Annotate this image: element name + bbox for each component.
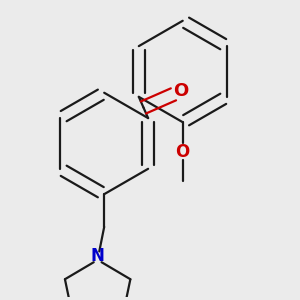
Text: N: N bbox=[91, 247, 105, 265]
Text: O: O bbox=[176, 142, 190, 160]
Text: O: O bbox=[173, 82, 188, 100]
